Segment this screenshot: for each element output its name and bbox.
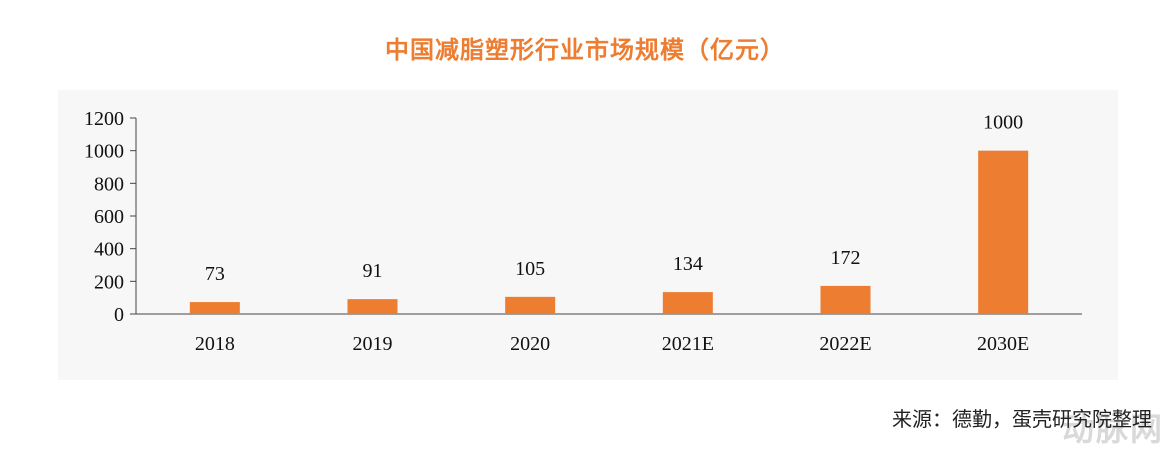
- y-tick-label: 1200: [84, 108, 124, 130]
- x-tick-label: 2019: [353, 333, 393, 355]
- bar-chart: 0 200 400 600 800 1000 1200 73 2018 91 2019 105 2020…: [84, 108, 1082, 355]
- data-label: 91: [363, 260, 383, 282]
- source-note: 来源：德勤，蛋壳研究院整理: [892, 407, 1152, 431]
- x-tick-label: 2021E: [662, 333, 714, 355]
- bar: [820, 285, 871, 314]
- x-tick-label: 2020: [510, 333, 550, 355]
- watermark-logo: 动脉网: [1061, 410, 1164, 448]
- bar: [505, 296, 556, 314]
- plot-background: [58, 90, 1118, 380]
- y-tick-label: 400: [94, 239, 124, 261]
- bar: [978, 150, 1029, 314]
- y-tick-label: 200: [94, 271, 124, 293]
- x-tick-label: 2018: [195, 333, 235, 355]
- data-label: 172: [831, 247, 861, 269]
- y-tick-label: 0: [114, 304, 124, 326]
- data-label: 73: [205, 263, 225, 285]
- data-label: 134: [673, 253, 703, 275]
- bar: [347, 299, 398, 314]
- y-tick-label: 800: [94, 173, 124, 195]
- data-label: 1000: [983, 112, 1023, 134]
- x-tick-label: 2022E: [819, 333, 871, 355]
- bar: [662, 292, 713, 314]
- chart-title: 中国减脂塑形行业市场规模（亿元）: [385, 36, 785, 64]
- y-tick-label: 600: [94, 206, 124, 228]
- data-label: 105: [515, 258, 545, 280]
- bar: [189, 302, 240, 314]
- y-tick-label: 1000: [84, 141, 124, 163]
- x-tick-label: 2030E: [977, 333, 1029, 355]
